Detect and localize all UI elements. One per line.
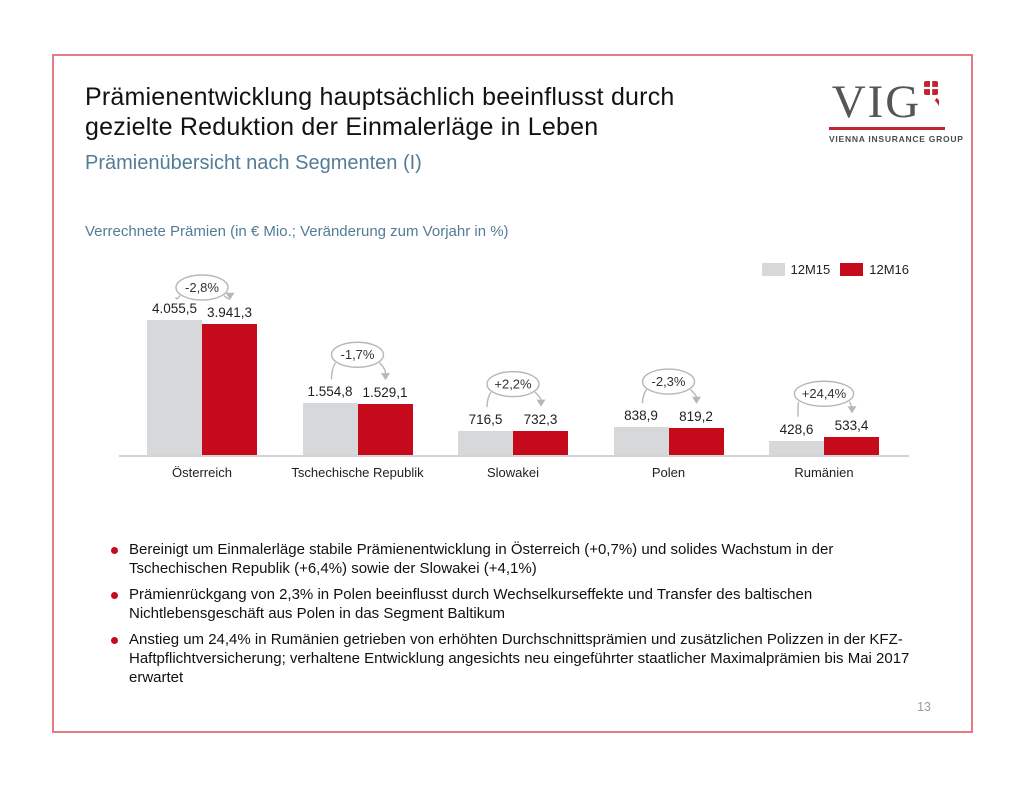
legend-label-12m16: 12M16: [869, 262, 909, 277]
bar-12m16-1: [357, 404, 413, 455]
slide-frame: Prämienentwicklung hauptsächlich beeinfl…: [52, 54, 973, 733]
bar-12m15-3: [613, 427, 669, 455]
category-label: Polen: [651, 465, 686, 480]
legend-item-12m15: 12M15: [761, 262, 831, 277]
legend-swatch-12m16: [840, 263, 864, 276]
bar-value-label: 428,6: [779, 421, 814, 437]
svg-text:+24,4%: +24,4%: [802, 386, 847, 401]
bar-value-label: 4.055,5: [151, 301, 198, 316]
bar-value-label: 533,4: [834, 418, 869, 434]
logo-rule: [829, 127, 945, 130]
bar-12m16-0: [202, 323, 257, 455]
vig-shield-icon: [923, 81, 942, 113]
change-annotation: -1,7%: [330, 341, 390, 381]
category-label: Tschechische Republik: [291, 465, 424, 480]
category-label: Österreich: [172, 465, 232, 480]
bullet-item: Prämienrückgang von 2,3% in Polen beeinf…: [111, 585, 911, 623]
svg-text:+2,2%: +2,2%: [494, 377, 532, 392]
bullet-dot-icon: [111, 592, 118, 599]
bullet-list: Bereinigt um Einmalerläge stabile Prämie…: [111, 540, 911, 694]
bullet-item: Bereinigt um Einmalerläge stabile Prämie…: [111, 540, 911, 578]
change-annotation: -2,3%: [641, 368, 701, 404]
bullet-text: Prämienrückgang von 2,3% in Polen beeinf…: [129, 586, 813, 622]
svg-text:-2,3%: -2,3%: [652, 374, 686, 389]
legend-swatch-12m15: [761, 263, 785, 276]
bar-12m15-1: [302, 403, 358, 455]
bar-chart: 4.055,5 3.941,3 Österreich 1.554,8 1.529,1 Ts…: [114, 262, 914, 494]
logo-row: VIG: [829, 78, 945, 126]
bar-12m16-4: [824, 437, 879, 455]
bar-value-label: 1.529,1: [362, 385, 408, 401]
x-axis-line: [119, 455, 909, 457]
bar-12m16-2: [513, 430, 568, 455]
svg-text:-2,8%: -2,8%: [185, 280, 219, 295]
chart-title: Verrechnete Prämien (in € Mio.; Veränder…: [85, 223, 509, 240]
bar-value-label: 819,2: [679, 408, 713, 424]
vig-logo: VIG VIENNA INSURANCE GROUP: [829, 78, 964, 144]
slide-title-line1: Prämienentwicklung hauptsächlich beeinfl…: [85, 83, 675, 111]
logo-wordmark: VIG: [831, 76, 922, 128]
chart-legend: 12M15 12M16: [761, 262, 909, 277]
bar-12m15-2: [458, 431, 513, 455]
bullet-item: Anstieg um 24,4% in Rumänien getrieben v…: [111, 630, 911, 687]
bullet-dot-icon: [111, 637, 118, 644]
bullet-text: Anstieg um 24,4% in Rumänien getrieben v…: [129, 631, 910, 686]
bar-value-label: 838,9: [624, 408, 658, 424]
slide-title-line2: gezielte Reduktion der Einmalerläge in L…: [85, 113, 599, 141]
bar-12m16-3: [668, 427, 724, 455]
bar-value-label: 716,5: [468, 412, 503, 428]
bullet-dot-icon: [111, 547, 118, 554]
slide-title: Prämienentwicklung hauptsächlich beeinfl…: [85, 82, 805, 142]
logo-tagline: VIENNA INSURANCE GROUP: [829, 134, 964, 144]
svg-text:-1,7%: -1,7%: [341, 347, 375, 362]
change-annotation: +2,2%: [486, 370, 546, 408]
bar-value-label: 1.554,8: [307, 384, 353, 400]
title-block: Prämienentwicklung hauptsächlich beeinfl…: [85, 82, 805, 175]
bullet-text: Bereinigt um Einmalerläge stabile Prämie…: [129, 541, 834, 577]
legend-label-12m15: 12M15: [790, 262, 831, 277]
bar-12m15-4: [769, 440, 824, 455]
page-number: 13: [917, 700, 931, 714]
bar-value-label: 3.941,3: [206, 304, 253, 320]
slide-subtitle: Prämienübersicht nach Segmenten (I): [85, 152, 422, 174]
legend-item-12m16: 12M16: [840, 262, 909, 277]
change-annotation: +24,4%: [793, 380, 857, 417]
bar-12m15-0: [147, 320, 202, 455]
category-label: Rumänien: [794, 465, 854, 480]
bar-value-label: 732,3: [523, 411, 558, 427]
change-annotation: -2,8%: [175, 274, 235, 301]
category-label: Slowakei: [486, 465, 540, 480]
